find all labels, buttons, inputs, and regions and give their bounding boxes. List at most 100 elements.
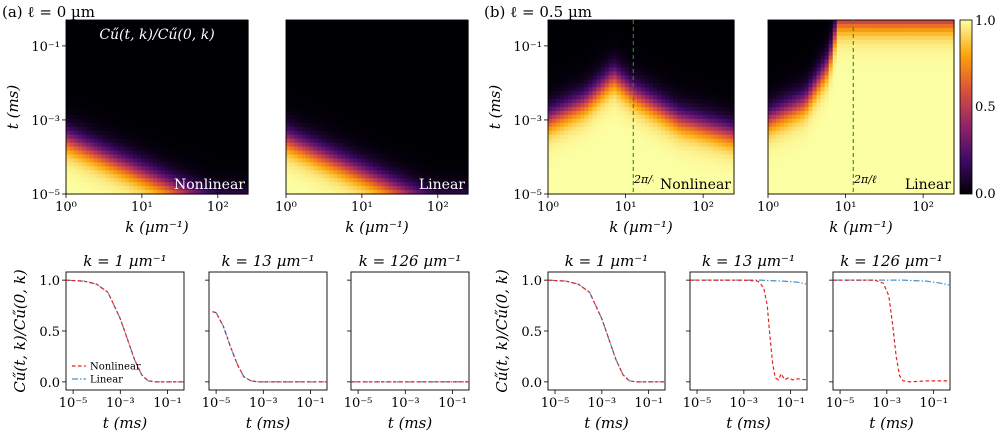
heatmap-cell [322,143,327,148]
heatmap-cell [417,56,422,61]
heatmap-cell [216,143,221,148]
heatmap-cell [592,154,597,159]
heatmap-cell [106,56,111,61]
heatmap-cell [597,174,602,179]
heatmap-cell [181,111,186,116]
heatmap-cell [232,123,237,128]
heatmap-cell [216,115,221,120]
heatmap-cell [601,32,606,37]
heatmap-cell [345,139,350,144]
heatmap-cell [298,107,303,112]
heatmap-cell [353,158,358,163]
heatmap-cell [556,83,561,88]
heatmap-cell [82,40,87,45]
heatmap-cell [609,56,614,61]
heatmap-cell [240,24,245,29]
heatmap-cell [82,178,87,183]
heatmap-cell [310,24,315,29]
heatmap-cell [592,170,597,175]
heatmap-cell [333,64,338,69]
heatmap-cell [121,174,126,179]
heatmap-cell [601,107,606,112]
heatmap-cell [609,151,614,156]
heatmap-cell [345,182,350,187]
heatmap-cell [74,158,79,163]
heatmap-cell [220,56,225,61]
heatmap-cell [572,135,577,140]
heatmap-cell [117,158,122,163]
heatmap-cell [189,20,194,25]
heatmap-cell [389,40,394,45]
heatmap-cell [456,103,461,108]
heatmap-cell [572,158,577,163]
heatmap-cell [236,95,241,100]
heatmap-cell [373,151,378,156]
heatmap-cell [157,174,162,179]
heatmap-cell [365,71,370,76]
heatmap-cell [552,95,557,100]
heatmap-cell [568,67,573,72]
heatmap-cell [460,32,465,37]
heatmap-cell [448,143,453,148]
heatmap-cell [220,95,225,100]
heatmap-cell [74,75,79,80]
heatmap-cell [432,107,437,112]
heatmap-cell [137,143,142,148]
heatmap-cell [310,139,315,144]
heatmap-cell [377,119,382,124]
heatmap-cell [145,103,150,108]
heatmap-cell [357,67,362,72]
heatmap-cell [145,83,150,88]
heatmap-cell [236,79,241,84]
heatmap-cell [90,178,95,183]
heatmap-cell [625,135,630,140]
heatmap-cell [212,60,217,65]
heatmap-cell [361,48,366,53]
heatmap-cell [421,107,426,112]
heatmap-cell [177,103,182,108]
heatmap-cell [369,186,374,191]
heatmap-cell [576,79,581,84]
heatmap-cell [137,151,142,156]
heatmap-cell [294,115,299,120]
heatmap-cell [286,178,291,183]
heatmap-cell [401,56,406,61]
heatmap-cell [74,123,79,128]
heatmap-cell [212,131,217,136]
heatmap-cell [625,83,630,88]
heatmap-cell [78,174,83,179]
heatmap-cell [169,143,174,148]
heatmap-cell [201,87,206,92]
heatmap-cell [345,28,350,33]
heatmap-cell [385,71,390,76]
heatmap-cell [421,71,426,76]
heatmap-cell [580,48,585,53]
heatmap-cell [117,127,122,132]
heatmap-cell [572,71,577,76]
heatmap-cell [149,123,154,128]
heatmap-cell [98,20,103,25]
heatmap-cell [240,115,245,120]
heatmap-cell [78,60,83,65]
heatmap-cell [345,52,350,57]
heatmap-cell [86,123,91,128]
heatmap-cell [121,166,126,171]
heatmap-cell [290,154,295,159]
heatmap-cell [82,143,87,148]
heatmap-cell [169,71,174,76]
heatmap-cell [405,56,410,61]
heatmap-cell [556,166,561,171]
heatmap-cell [584,174,589,179]
heatmap-cell [601,24,606,29]
heatmap-cell [204,99,209,104]
heatmap-cell [389,28,394,33]
heatmap-cell [548,107,553,112]
heatmap-cell [440,75,445,80]
heatmap-cell [314,75,319,80]
heatmap-cell [314,91,319,96]
heatmap-cell [413,99,418,104]
heatmap-cell [74,166,79,171]
heatmap-cell [137,115,142,120]
heatmap-cell [181,99,186,104]
heatmap-cell [224,166,229,171]
